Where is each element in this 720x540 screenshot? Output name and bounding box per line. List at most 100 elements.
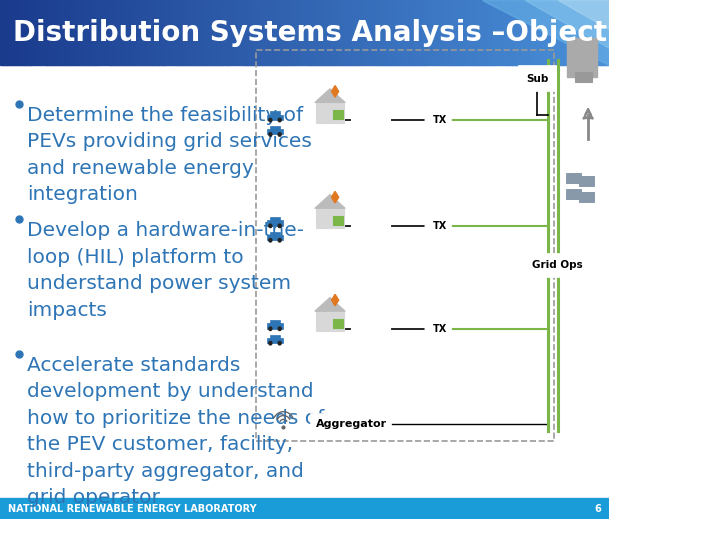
Bar <box>515 0 518 65</box>
Circle shape <box>269 133 272 136</box>
Bar <box>420 0 424 65</box>
Bar <box>307 0 312 65</box>
Bar <box>344 0 348 65</box>
Bar <box>289 0 293 65</box>
Circle shape <box>426 116 433 125</box>
Circle shape <box>269 327 272 330</box>
Bar <box>554 0 558 65</box>
Bar <box>521 0 525 65</box>
Bar <box>552 0 555 65</box>
Bar <box>186 0 189 65</box>
Bar <box>204 0 208 65</box>
Bar <box>104 0 107 65</box>
Bar <box>429 112 451 129</box>
Bar <box>49 0 53 65</box>
Bar <box>490 0 495 65</box>
Bar <box>3 0 7 65</box>
Bar <box>213 0 217 65</box>
Bar <box>268 0 272 65</box>
Bar <box>497 0 500 65</box>
Bar <box>67 0 71 65</box>
Bar <box>545 0 549 65</box>
Bar <box>372 322 380 336</box>
Bar <box>61 0 65 65</box>
Bar <box>271 0 275 65</box>
Bar <box>454 0 458 65</box>
Bar <box>299 0 302 65</box>
Bar <box>82 0 86 65</box>
Bar <box>378 0 382 65</box>
Bar <box>283 0 287 65</box>
Text: TX: TX <box>433 324 447 334</box>
Bar <box>475 0 479 65</box>
Bar <box>89 0 92 65</box>
Bar <box>579 0 582 65</box>
Bar <box>225 0 229 65</box>
Circle shape <box>278 327 282 330</box>
Bar <box>266 235 284 240</box>
Circle shape <box>278 118 282 122</box>
Bar <box>128 0 132 65</box>
Text: TX: TX <box>433 115 447 125</box>
Circle shape <box>269 118 272 122</box>
Bar <box>228 0 233 65</box>
Bar <box>485 0 488 65</box>
Text: 6: 6 <box>594 504 600 514</box>
Bar <box>156 0 159 65</box>
Bar <box>134 0 138 65</box>
Bar <box>250 0 253 65</box>
Bar <box>361 322 370 336</box>
Bar <box>0 0 4 65</box>
Bar <box>579 176 594 186</box>
Bar <box>256 50 554 441</box>
Bar <box>42 0 47 65</box>
Bar <box>192 0 196 65</box>
Bar <box>287 0 290 65</box>
Bar <box>109 0 114 65</box>
Bar <box>220 0 223 65</box>
Polygon shape <box>559 0 609 29</box>
Bar <box>329 0 333 65</box>
Polygon shape <box>331 191 338 203</box>
Bar <box>414 0 418 65</box>
Bar <box>560 0 564 65</box>
Bar <box>270 320 279 324</box>
Bar <box>235 0 238 65</box>
Bar <box>149 0 153 65</box>
Bar <box>564 0 567 65</box>
Bar <box>575 72 593 82</box>
Bar <box>143 0 147 65</box>
Bar <box>24 0 28 65</box>
Circle shape <box>426 222 433 231</box>
Bar <box>222 0 226 65</box>
Bar <box>34 0 37 65</box>
Bar <box>326 0 330 65</box>
Bar <box>140 0 144 65</box>
Bar <box>382 219 390 233</box>
Bar <box>576 0 580 65</box>
Polygon shape <box>331 294 338 306</box>
Bar <box>6 0 10 65</box>
Bar <box>295 0 300 65</box>
Bar <box>423 0 428 65</box>
Bar <box>518 66 556 91</box>
Bar <box>333 110 343 119</box>
Bar <box>572 0 577 65</box>
Bar <box>195 0 199 65</box>
Bar <box>374 0 379 65</box>
Polygon shape <box>525 0 609 48</box>
Bar <box>487 0 491 65</box>
Bar <box>332 0 336 65</box>
Bar <box>529 254 586 277</box>
Polygon shape <box>315 194 346 208</box>
Circle shape <box>269 224 272 227</box>
Bar <box>570 0 574 65</box>
Bar <box>270 126 279 130</box>
Text: Develop a hardware-in-the-
loop (HIL) platform to
understand power system
impact: Develop a hardware-in-the- loop (HIL) pl… <box>27 221 304 320</box>
Bar <box>567 38 597 77</box>
Bar <box>270 111 279 115</box>
Bar <box>101 0 104 65</box>
Bar <box>481 0 485 65</box>
Circle shape <box>269 239 272 242</box>
Bar <box>384 0 387 65</box>
